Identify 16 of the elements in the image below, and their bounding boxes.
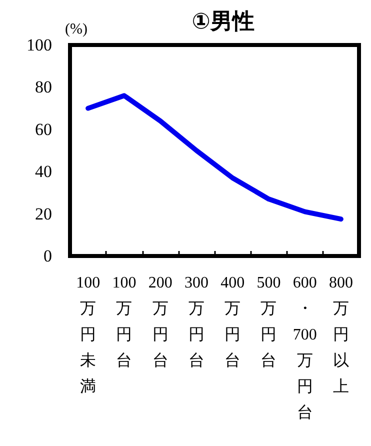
chart-title: ①男性 [192, 10, 254, 34]
x-tick-label: 600・700万円台 [292, 274, 317, 422]
x-tick-label: 500万円台 [256, 274, 281, 370]
x-tick-label: 800万円以上 [328, 274, 353, 396]
y-axis-title: (%) [65, 22, 88, 38]
x-tick-label: 400万円台 [220, 274, 245, 370]
x-tick-label: 100万円未満 [76, 274, 100, 396]
x-tick-label: 200万円台 [148, 274, 172, 370]
y-tick-label: 60 [35, 120, 52, 139]
x-tick-label: 300万円台 [184, 274, 208, 370]
x-tick-label: 100万円台 [112, 274, 136, 370]
y-tick-label: 0 [44, 246, 52, 266]
y-tick-label: 40 [35, 162, 52, 182]
y-tick-label: 20 [35, 204, 52, 224]
y-tick-label: 100 [26, 36, 52, 54]
y-tick-label: 80 [35, 78, 52, 97]
